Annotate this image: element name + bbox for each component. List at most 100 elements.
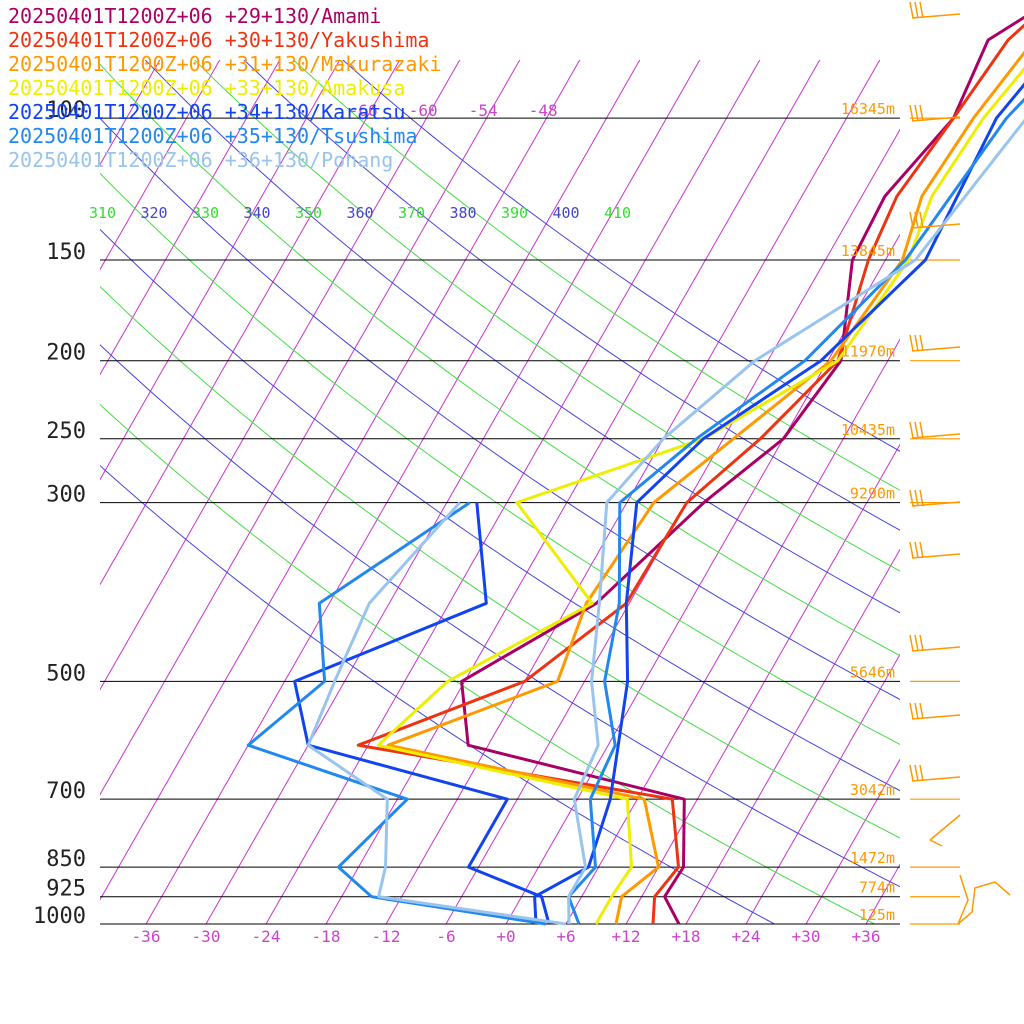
- isotherm-line: [100, 60, 521, 796]
- x-tick-label: -30: [192, 927, 221, 946]
- dry-adiabat-line: [100, 63, 900, 657]
- isotherm-label: -54: [469, 101, 498, 120]
- x-tick-label: +12: [612, 927, 641, 946]
- dewpoint-line: [293, 502, 551, 925]
- x-tick-label: -36: [132, 927, 161, 946]
- wind-barb: [909, 1, 961, 19]
- height-label: 774m: [859, 879, 895, 897]
- dry-adiabat-line: [292, 60, 900, 491]
- x-tick-label: +24: [732, 927, 761, 946]
- dry-adiabat-line: [144, 60, 900, 614]
- wind-barb: [909, 702, 961, 720]
- wind-barb: [909, 541, 961, 559]
- pressure-level-lines: [100, 117, 960, 925]
- dry-adiabat-line: [100, 117, 900, 701]
- wind-barb: [909, 104, 961, 122]
- series-lines: [246, 15, 1024, 926]
- dewpoint-line: [306, 501, 567, 926]
- temperature-line: [567, 118, 1024, 925]
- pressure-label: 250: [46, 419, 86, 444]
- wind-barb: [909, 211, 961, 229]
- height-label: 16345m: [841, 100, 895, 118]
- axis-labels: 100 16345m 150 13845m 200 11970m 250 10435m 300 9…: [33, 98, 895, 946]
- dry-adiabat-line: [100, 285, 900, 839]
- pressure-label: 200: [46, 341, 86, 366]
- pressure-label: 850: [46, 847, 86, 872]
- x-tick-label: -18: [312, 927, 341, 946]
- theta-label: 330: [192, 204, 219, 222]
- dry-adiabat-line: [194, 60, 900, 572]
- theta-label: 370: [398, 204, 425, 222]
- dry-adiabat-line: [100, 344, 900, 888]
- legend-entry: 20250401T1200Z+06 +35+130/Tsushima: [8, 124, 417, 148]
- dry-adiabat-line: [100, 403, 875, 924]
- x-tick-label: +6: [556, 927, 575, 946]
- pressure-label: 500: [46, 661, 86, 686]
- isotherm-line: [100, 60, 401, 586]
- x-tick-label: -6: [436, 927, 455, 946]
- theta-label: 310: [89, 204, 116, 222]
- legend: 20250401T1200Z+06 +29+130/Amami20250401T…: [8, 4, 441, 172]
- isotherm-line: [505, 233, 900, 924]
- wind-barb: [957, 874, 1011, 925]
- wind-barb: [909, 334, 961, 352]
- legend-entry: 20250401T1200Z+06 +29+130/Amami: [8, 4, 381, 28]
- pressure-label: 150: [46, 240, 86, 265]
- isotherm-line: [805, 758, 900, 924]
- isotherm-line: [145, 60, 641, 924]
- temperature-line: [533, 82, 1024, 925]
- legend-entry: 20250401T1200Z+06 +31+130/Makurazaki: [8, 52, 441, 76]
- legend-entry: 20250401T1200Z+06 +30+130/Yakushima: [8, 28, 429, 52]
- temperature-line: [567, 97, 1024, 925]
- theta-label: 340: [244, 204, 271, 222]
- x-tick-label: +36: [852, 927, 881, 946]
- dry-adiabat-line: [243, 60, 900, 531]
- isotherm-line: [100, 60, 341, 481]
- wind-barb: [909, 489, 961, 507]
- isotherm-line: [565, 338, 900, 924]
- height-label: 1472m: [850, 849, 895, 867]
- dry-adiabat-line: [100, 464, 775, 924]
- wind-barb: [929, 814, 961, 847]
- height-label: 3042m: [850, 781, 895, 799]
- isotherm-label: -60: [409, 101, 438, 120]
- dewpoint-line: [246, 501, 547, 926]
- background-grid: [100, 60, 900, 924]
- theta-label: 350: [295, 204, 322, 222]
- temperature-line: [460, 15, 1024, 925]
- isotherm-line: [685, 548, 900, 924]
- height-label: 9290m: [850, 485, 895, 503]
- height-label: 11970m: [841, 343, 895, 361]
- isotherm-line: [385, 60, 881, 924]
- legend-entry: 20250401T1200Z+06 +33+130/Amakusa: [8, 76, 405, 100]
- pressure-label: 1000: [33, 904, 86, 929]
- legend-entry: 20250401T1200Z+06 +34+130/Karatsu: [8, 100, 405, 124]
- isotherm-line: [100, 60, 461, 691]
- isotherm-line: [205, 60, 701, 924]
- theta-label: 380: [450, 204, 477, 222]
- theta-label: 390: [501, 204, 528, 222]
- wind-barb: [909, 634, 961, 652]
- pressure-label: 100: [46, 98, 86, 123]
- temperature-line: [376, 66, 1024, 925]
- dry-adiabat-line: [100, 172, 900, 746]
- x-tick-label: +0: [496, 927, 515, 946]
- wind-barb: [909, 764, 961, 782]
- theta-label: 320: [141, 204, 168, 222]
- wind-barbs: [909, 1, 1011, 925]
- isotherm-label: -48: [529, 101, 558, 120]
- isotherm-line: [745, 653, 900, 924]
- pressure-label: 300: [46, 483, 86, 508]
- height-label: 13845m: [841, 242, 895, 260]
- height-label: 125m: [859, 906, 895, 924]
- isotherm-line: [265, 60, 761, 924]
- isotherm-line: [625, 443, 900, 924]
- pressure-label: 925: [46, 877, 86, 902]
- height-label: 5646m: [850, 663, 895, 681]
- isotherm-line: [100, 60, 581, 901]
- wind-barb: [909, 421, 961, 439]
- theta-label: 410: [604, 204, 631, 222]
- x-tick-label: +18: [672, 927, 701, 946]
- isotherm-line: [325, 60, 821, 924]
